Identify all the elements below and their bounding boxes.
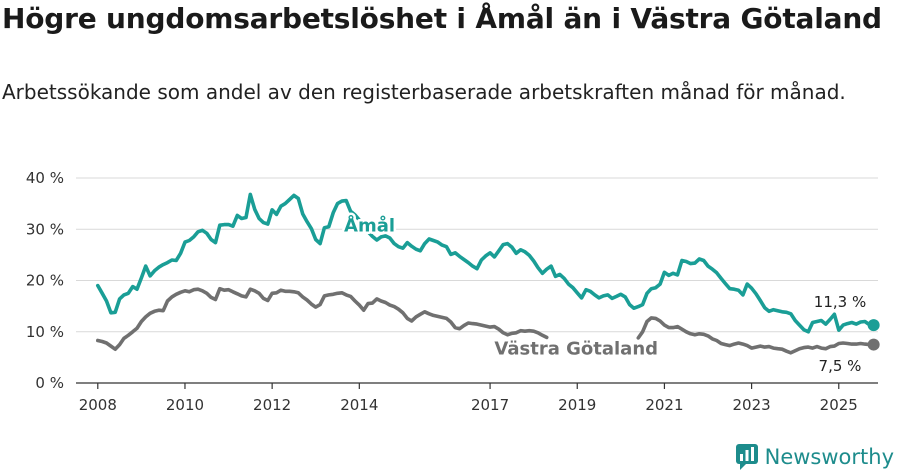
chart-subtitle: Arbetssökande som andel av den registerb… xyxy=(2,80,846,104)
series-line-amal xyxy=(96,192,876,334)
x-tick-label: 2023 xyxy=(733,396,771,414)
end-point-vastra-gotaland xyxy=(867,338,880,351)
series-label-vastra-gotaland: Västra Götaland xyxy=(494,338,658,359)
y-tick-label: 40 % xyxy=(26,169,64,187)
y-tick-label: 30 % xyxy=(26,220,64,238)
x-tick-label: 2010 xyxy=(166,396,204,414)
y-tick-label: 20 % xyxy=(26,272,64,290)
end-point-amal xyxy=(867,319,880,332)
y-tick-label: 10 % xyxy=(26,323,64,341)
grid-layer: 0 % 10 % 20 % 30 % 40 % 2008 2010 2012 2014 2017 2… xyxy=(26,169,878,414)
brand-name: Newsworthy xyxy=(764,445,894,469)
end-label-amal: 11,3 % xyxy=(814,293,866,311)
brand-logo: Newsworthy xyxy=(735,443,894,471)
y-tick-label: 0 % xyxy=(35,374,64,392)
x-tick-label: 2021 xyxy=(645,396,683,414)
x-tick-label: 2017 xyxy=(471,396,509,414)
x-tick-label: 2019 xyxy=(558,396,596,414)
series-label-amal: Åmål xyxy=(344,213,395,236)
x-tick-label: 2008 xyxy=(79,396,117,414)
series-layer xyxy=(96,192,880,355)
x-tick-label: 2012 xyxy=(253,396,291,414)
x-tick-label: 2014 xyxy=(340,396,378,414)
newsworthy-logo-icon xyxy=(735,444,758,470)
series-line-vastra-gotaland-segment-2 xyxy=(636,316,876,355)
x-tick-label: 2025 xyxy=(820,396,858,414)
label-layer: Åmål Västra Götaland 11,3 % 7,5 % xyxy=(342,211,867,375)
chart-title: Högre ungdomsarbetslöshet i Åmål än i Vä… xyxy=(2,2,882,35)
end-label-vastra-gotaland: 7,5 % xyxy=(819,357,862,375)
series-line-vastra-gotaland xyxy=(96,286,549,351)
